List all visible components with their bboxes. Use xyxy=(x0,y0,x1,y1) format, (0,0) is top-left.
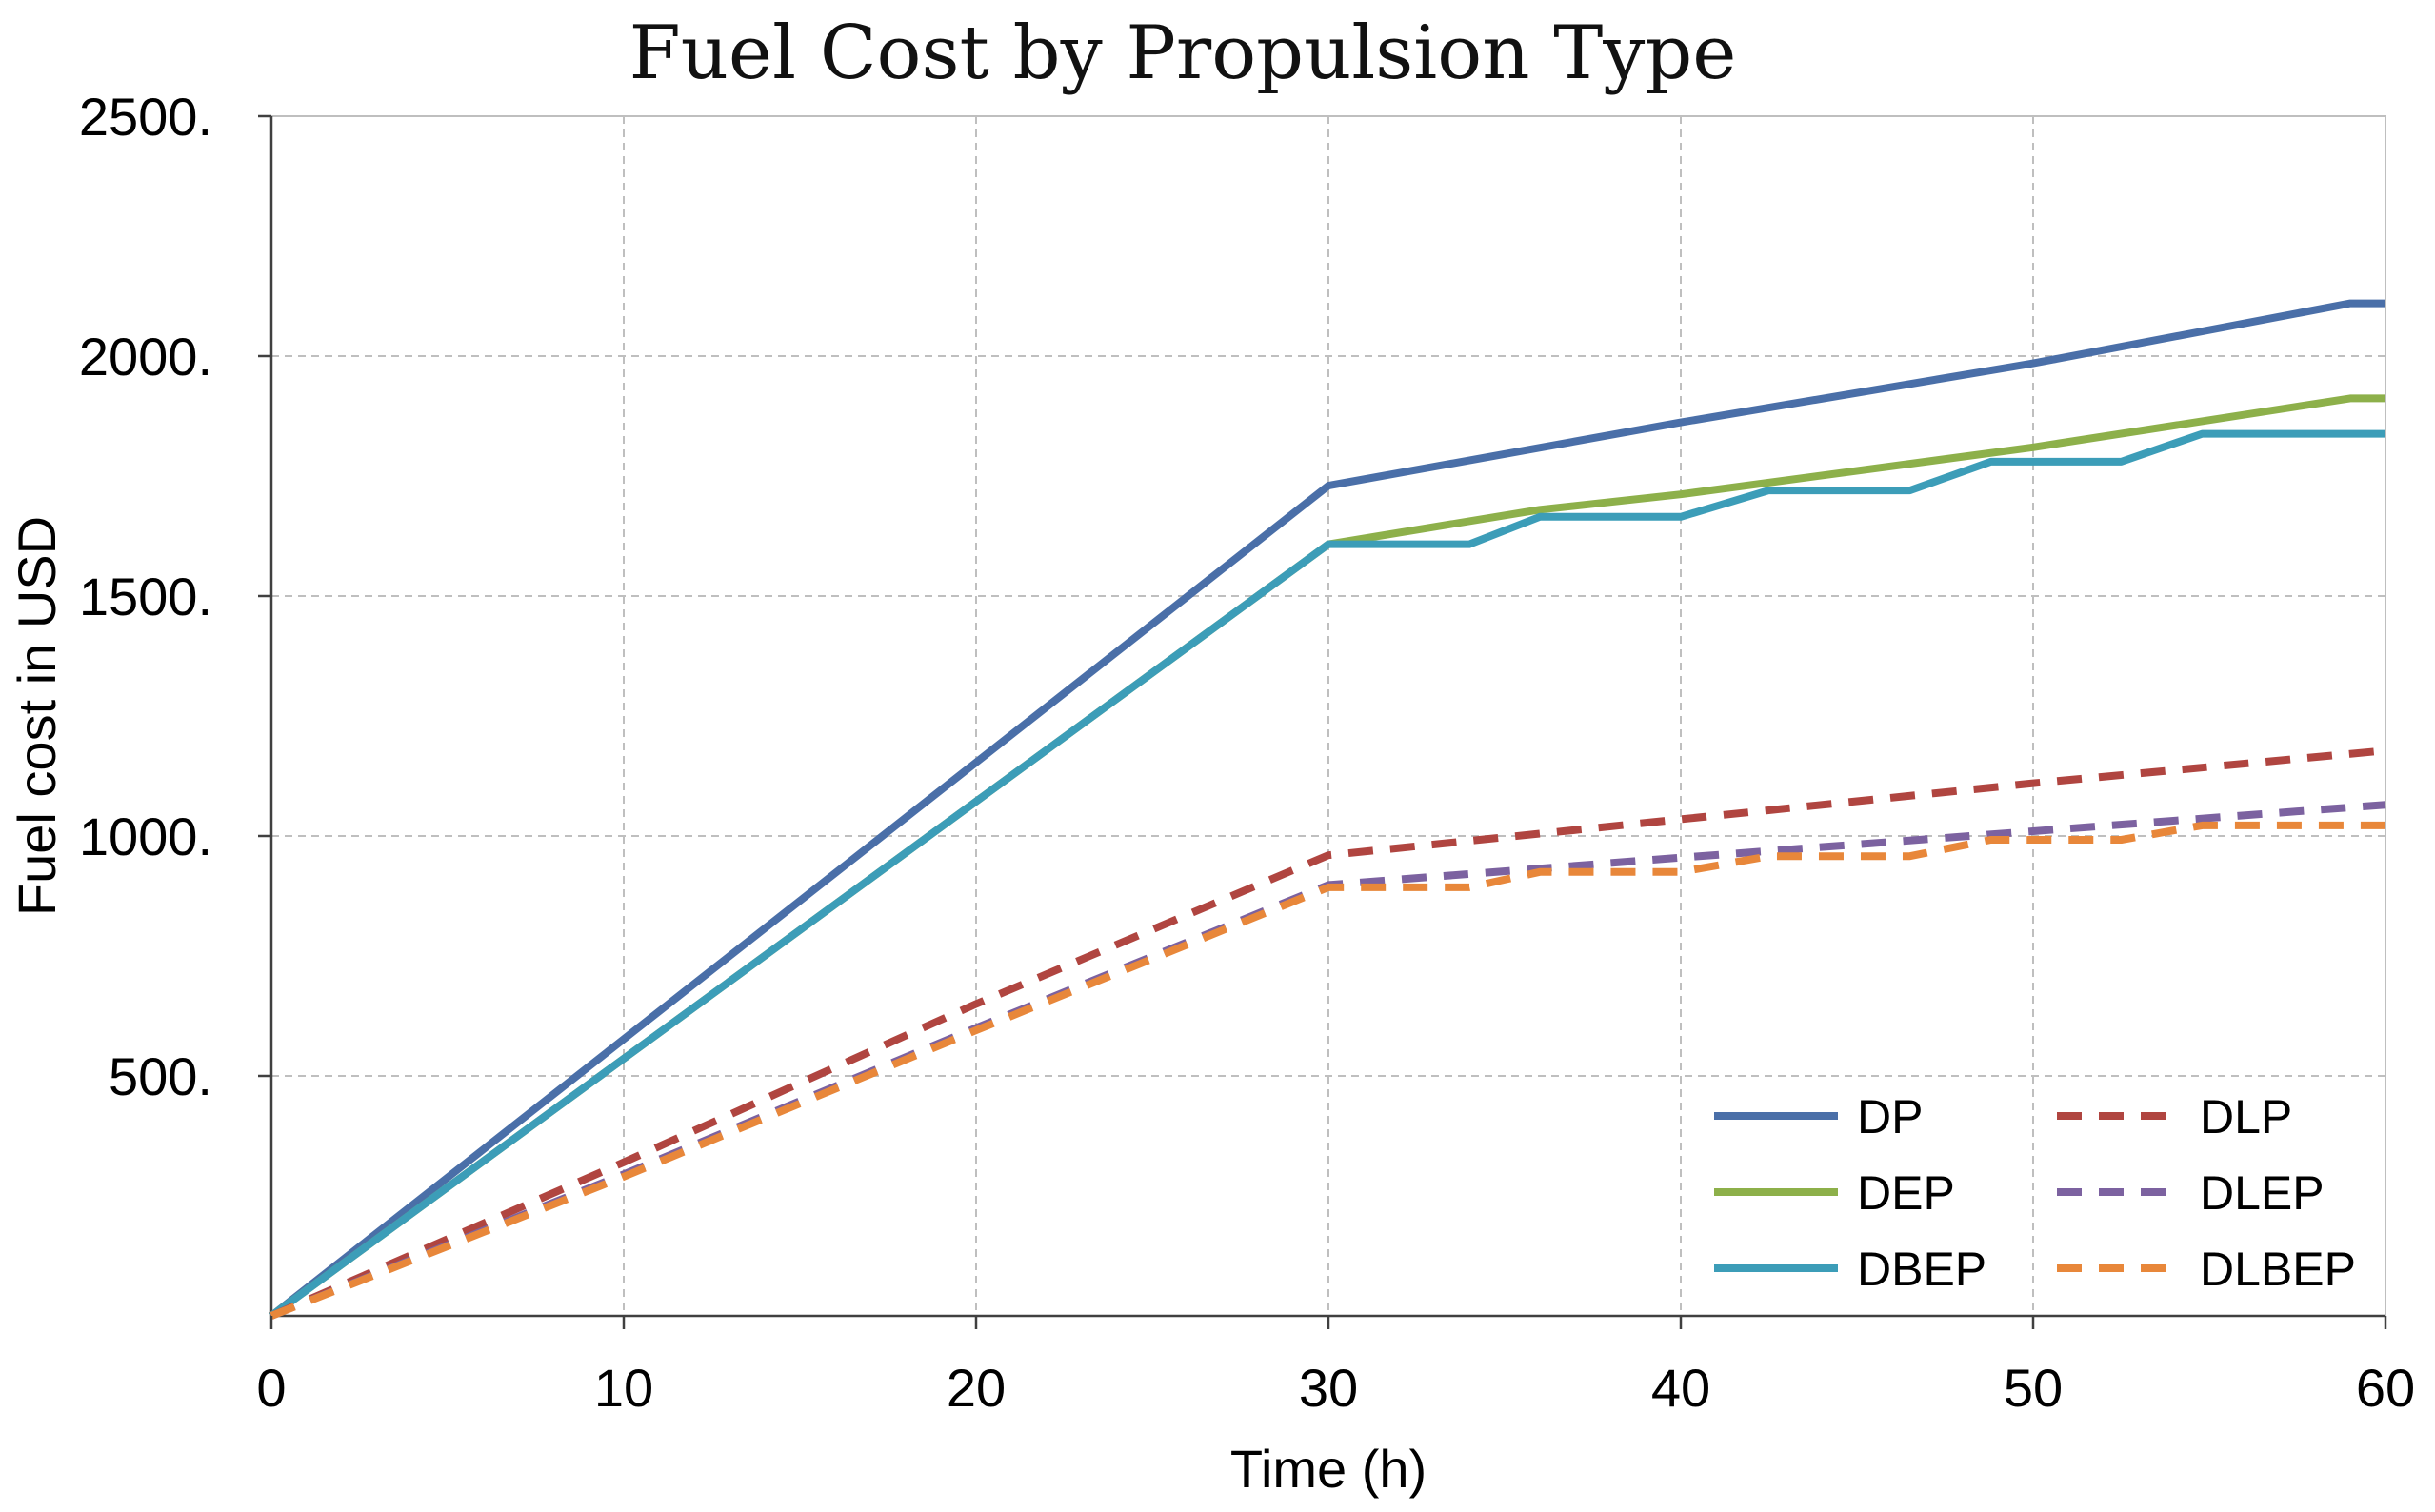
y-tick-label: 2500. xyxy=(79,87,212,147)
x-tick-labels: 0 10 20 30 40 50 60 xyxy=(256,1316,2415,1418)
series-line-dp xyxy=(269,299,2385,1320)
y-tick-labels: 500. 1000. 1500. 2000. 2500. xyxy=(79,87,271,1106)
series-lines xyxy=(269,299,2386,1320)
x-tick-label: 30 xyxy=(1299,1358,1358,1418)
chart-title: Fuel Cost by Propulsion Type xyxy=(629,10,1737,96)
series-line-dlbep xyxy=(269,821,2385,1320)
series-line-dbep xyxy=(269,429,2385,1320)
legend: DP DEP DBEP DLP DLEP DLBEP xyxy=(1714,1090,2356,1296)
x-tick-label: 60 xyxy=(2356,1358,2415,1418)
x-tick-label: 0 xyxy=(256,1358,286,1418)
y-tick-label: 1500. xyxy=(79,567,212,627)
legend-label-dlep: DLEP xyxy=(2200,1166,2325,1220)
y-tick-label: 500. xyxy=(109,1046,212,1106)
y-axis-label: Fuel cost in USD xyxy=(7,516,67,916)
legend-label-dlp: DLP xyxy=(2200,1090,2292,1144)
x-tick-label: 10 xyxy=(594,1358,653,1418)
x-tick-label: 50 xyxy=(2004,1358,2063,1418)
x-axis-label: Time (h) xyxy=(1230,1439,1427,1499)
legend-label-dbep: DBEP xyxy=(1857,1243,1986,1296)
y-tick-label: 1000. xyxy=(79,806,212,866)
x-tick-label: 20 xyxy=(947,1358,1006,1418)
gridlines xyxy=(271,116,2385,1316)
x-tick-label: 40 xyxy=(1651,1358,1710,1418)
legend-label-dep: DEP xyxy=(1857,1166,1955,1220)
y-tick-label: 2000. xyxy=(79,327,212,387)
series-line-dlp xyxy=(269,746,2386,1320)
legend-label-dlbep: DLBEP xyxy=(2200,1243,2356,1296)
legend-label-dp: DP xyxy=(1857,1090,1923,1144)
